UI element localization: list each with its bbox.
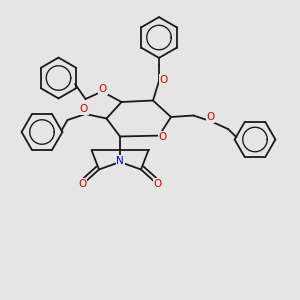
Text: O: O: [99, 84, 107, 94]
Text: N: N: [116, 155, 124, 166]
Text: O: O: [159, 75, 168, 85]
Text: O: O: [80, 104, 88, 115]
Text: O: O: [206, 112, 215, 122]
Text: O: O: [153, 179, 162, 189]
Text: O: O: [158, 132, 167, 142]
Text: O: O: [78, 179, 87, 189]
